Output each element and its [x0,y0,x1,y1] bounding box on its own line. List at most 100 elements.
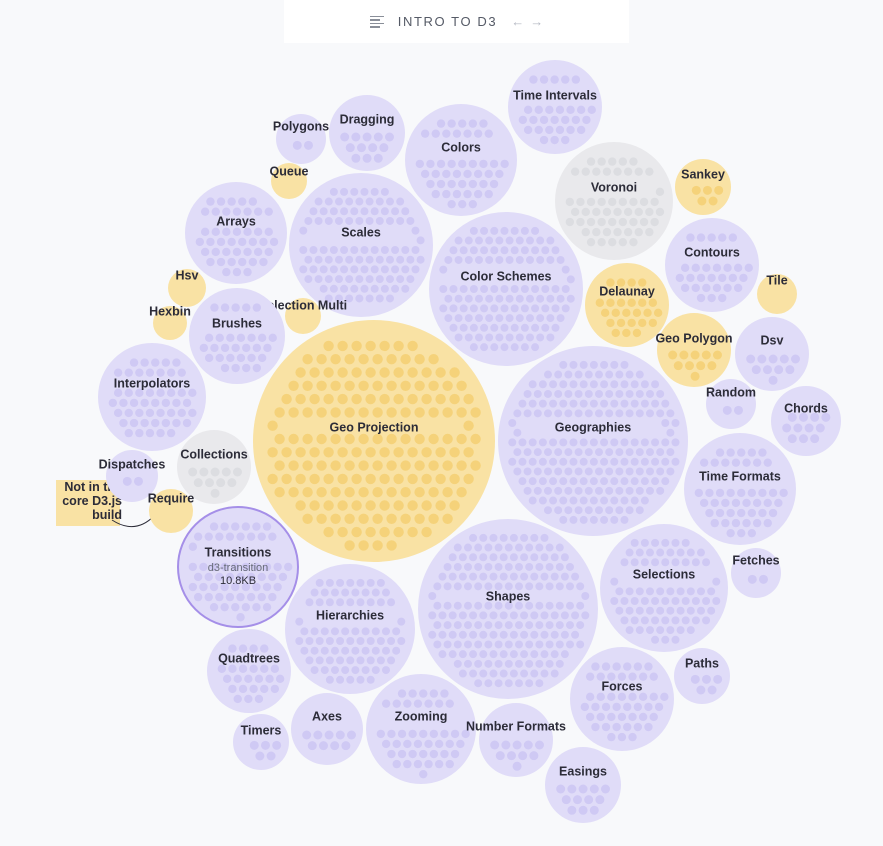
module-circle [285,298,321,334]
module-dot-pattern [188,522,293,622]
module-bubble-hexbin[interactable]: Hexbin [149,304,191,340]
module-bubble-time-formats[interactable]: Time Formats [684,433,796,545]
module-bubble-queue[interactable]: Queue [270,163,309,199]
module-dot-pattern [428,533,590,688]
module-dot-pattern [747,574,768,584]
module-bubble-dispatches[interactable]: Dispatches [99,450,166,502]
arrow-right-icon[interactable]: → [530,14,544,29]
module-label: Shapes [486,589,531,603]
module-label: Random [706,385,756,399]
module-bubble-number-formats[interactable]: Number Formats [466,703,566,777]
module-bubble-brushes[interactable]: Brushes [189,288,285,384]
module-bubble-contours[interactable]: Contours [665,218,759,312]
module-label: Sankey [681,167,725,181]
module-label: Timers [241,723,282,737]
module-circle [585,263,669,347]
module-bubble-paths[interactable]: Paths [674,648,730,704]
module-dot-pattern [340,132,394,163]
module-bubble-arrays[interactable]: Arrays [185,182,287,284]
module-label: Contours [684,245,740,259]
module-label: Forces [602,679,643,693]
module-bubble-polygons[interactable]: Polygons [273,114,329,164]
module-dot-pattern [691,185,724,206]
module-bubble-fetches[interactable]: Fetches [731,548,781,598]
module-dot-pattern [415,119,509,209]
module-dot-pattern [490,740,544,771]
module-dot-pattern [122,476,143,486]
module-bubble-selections[interactable]: Selections [600,524,728,652]
module-label: Interpolators [114,376,190,390]
module-dot-pattern [565,157,665,247]
module-bubble-dsv[interactable]: Dsv [735,317,809,391]
module-label: Transitions [205,545,272,559]
module-dot-pattern [556,784,610,815]
module-dot-pattern [292,140,313,150]
module-bubble-shapes[interactable]: Shapes [418,519,598,699]
module-circle [153,306,187,340]
module-bubble-quadtrees[interactable]: Quadtrees [207,629,291,713]
module-label: Brushes [212,316,262,330]
selected-module-size: 10.8KB [220,575,256,587]
arrow-left-icon[interactable]: ← [511,14,525,29]
module-dot-pattern [376,689,470,779]
module-circle [276,114,326,164]
module-circle [706,379,756,429]
module-label: Time Intervals [513,88,597,102]
list-icon[interactable] [369,15,384,28]
module-dot-pattern [199,303,277,373]
module-dot-pattern [580,662,669,742]
module-bubble-time-intervals[interactable]: Time Intervals [508,60,602,154]
module-bubble-timers[interactable]: Timers [233,714,289,770]
module-label: Queue [270,164,309,178]
module-bubble-tile[interactable]: Tile [757,273,797,314]
module-bubble-chords[interactable]: Chords [771,386,841,456]
module-circle [291,693,363,765]
module-bubble-voronoi[interactable]: Voronoi [555,142,673,260]
module-bubble-interpolators[interactable]: Interpolators [98,343,206,451]
module-label: Collections [180,447,247,461]
module-bubble-geo-projection[interactable]: Geo Projection [253,320,495,562]
module-bubble-colors[interactable]: Colors [405,104,517,216]
legend-note-line: build [92,508,122,522]
module-label: Arrays [216,214,256,228]
module-label: Hierarchies [316,608,384,622]
annotation-leader-line [111,515,155,527]
module-label: Number Formats [466,719,566,733]
module-bubble-random[interactable]: Random [706,379,756,429]
module-dot-pattern [595,278,663,338]
module-dot-pattern [675,233,753,303]
module-dot-pattern [508,360,680,524]
module-bubble-require[interactable]: Require [148,489,195,533]
module-dot-pattern [518,75,596,145]
module-bubble-collections[interactable]: Collections [177,430,251,504]
module-bubble-axes[interactable]: Axes [291,693,363,765]
module-label: Hexbin [149,304,191,318]
module-bubble-hsv[interactable]: Hsv [168,268,206,307]
module-dot-pattern [722,405,743,415]
module-dot-pattern [267,340,481,551]
module-dot-pattern [782,412,831,444]
module-circle [757,274,797,314]
module-label: Dsv [761,333,784,347]
module-bubble-forces[interactable]: Forces [570,647,674,751]
module-bubble-hierarchies[interactable]: Hierarchies [285,564,415,694]
module-bubble-sankey[interactable]: Sankey [675,159,731,215]
module-label: Axes [312,709,342,723]
module-circle [168,269,206,307]
module-bubble-dragging[interactable]: Dragging [329,95,405,171]
module-label: Color Schemes [460,269,551,283]
module-bubble-zooming[interactable]: Zooming [366,674,476,784]
module-bubble-easings[interactable]: Easings [545,747,621,823]
module-bubble-geo-polygon[interactable]: Geo Polygon [655,313,733,387]
selected-ring [177,506,299,628]
module-circle [731,548,781,598]
top-bar: INTRO TO D3 ← → [284,0,629,43]
module-bubble-geographies[interactable]: Geographies [498,346,688,536]
module-bubble-selection-multi[interactable]: Selection Multi [259,298,347,334]
module-bubble-scales[interactable]: Scales [289,173,433,317]
module-bubble-color-schemes[interactable]: Color Schemes [429,212,583,366]
module-dot-pattern [195,197,279,277]
module-bubble-delaunay[interactable]: Delaunay [585,263,669,347]
